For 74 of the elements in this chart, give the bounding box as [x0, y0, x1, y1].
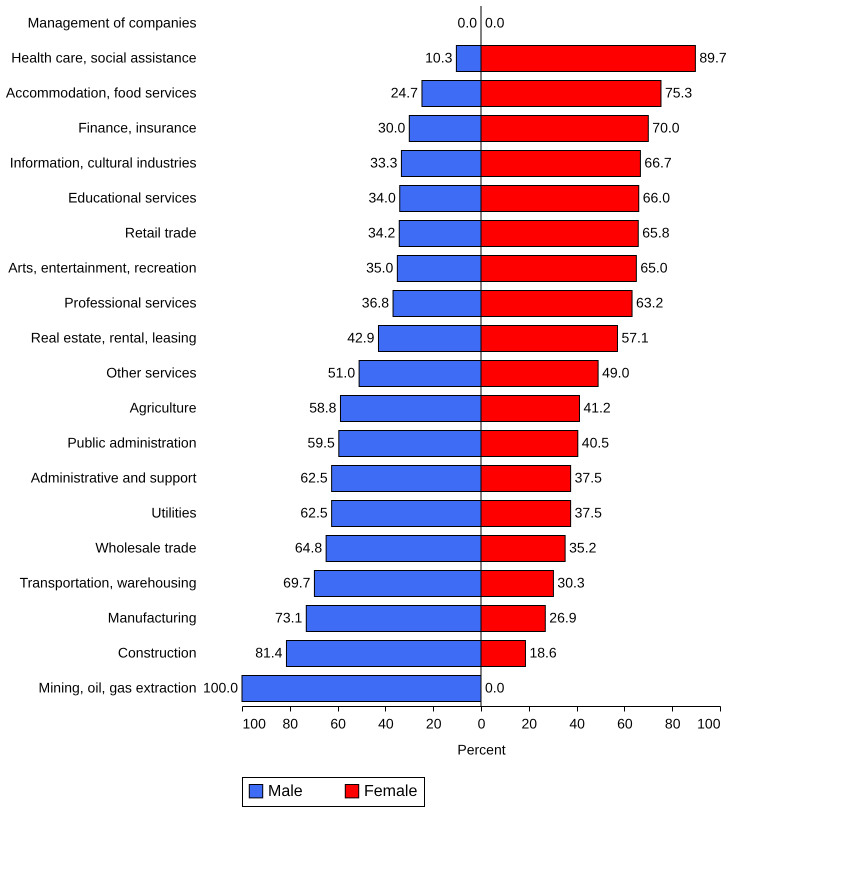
data-label: 42.9 [347, 330, 375, 346]
y-tick-label: Accommodation, food services [6, 84, 196, 100]
data-label: 0.0 [485, 680, 505, 696]
data-label: 58.8 [309, 400, 337, 416]
y-tick-label: Information, cultural industries [10, 154, 196, 170]
x-tick-label: 60 [330, 716, 346, 732]
x-axis-title: Percent [457, 742, 506, 758]
x-tick-label: 40 [378, 716, 394, 732]
data-label: 63.2 [636, 294, 664, 310]
data-label: 34.0 [368, 190, 396, 206]
data-label: 89.7 [699, 50, 727, 66]
y-tick-label: Retail trade [124, 224, 197, 240]
y-tick-label: Educational services [68, 190, 196, 206]
data-label: 37.5 [574, 470, 602, 486]
data-label: 75.3 [664, 84, 692, 100]
data-label: 73.1 [275, 610, 303, 626]
data-label: 10.3 [425, 50, 453, 66]
data-label: 40.5 [582, 434, 610, 450]
y-tick-label: Construction [118, 644, 196, 660]
data-label: 0.0 [485, 14, 505, 30]
x-tick-label: 20 [426, 716, 442, 732]
legend-label: Male [268, 783, 303, 800]
data-label: 100.0 [202, 680, 238, 696]
y-tick-label: Wholesale trade [95, 540, 197, 556]
y-tick-label: Agriculture [130, 400, 197, 416]
data-label: 70.0 [652, 120, 680, 136]
x-tick-label: 20 [522, 716, 538, 732]
y-tick-label: Mining, oil, gas extraction [38, 680, 196, 696]
data-label: 36.8 [362, 294, 390, 310]
data-label: 64.8 [294, 540, 322, 556]
data-label: 34.2 [368, 224, 396, 240]
data-label: 65.8 [642, 224, 670, 240]
data-label: 41.2 [583, 400, 611, 416]
y-tick-label: Utilities [151, 504, 196, 520]
legend-label: Female [364, 783, 418, 800]
y-tick-label: Other services [106, 364, 196, 380]
data-label: 66.0 [642, 190, 670, 206]
data-label: 26.9 [549, 610, 577, 626]
y-tick-label: Public administration [67, 434, 196, 450]
data-label: 24.7 [390, 84, 418, 100]
y-tick-label: Finance, insurance [78, 120, 197, 136]
y-tick-label: Management of companies [28, 14, 196, 30]
y-tick-label: Manufacturing [108, 610, 196, 626]
y-tick-label: Health care, social assistance [11, 50, 197, 66]
data-label: 33.3 [370, 154, 398, 170]
data-label: 37.5 [574, 504, 602, 520]
data-label: 35.2 [569, 540, 597, 556]
data-label: 49.0 [602, 364, 630, 380]
data-label: 66.7 [644, 154, 672, 170]
x-tick-label: 100 [242, 716, 266, 732]
x-tick-label: 80 [664, 716, 681, 732]
y-tick-label: Administrative and support [30, 470, 197, 486]
data-label: 18.6 [529, 644, 557, 660]
y-tick-label: Transportation, warehousing [20, 574, 196, 590]
x-tick-label: 40 [569, 716, 586, 732]
data-label: 30.0 [378, 120, 406, 136]
data-label: 30.3 [557, 574, 585, 590]
y-tick-label: Professional services [64, 294, 196, 310]
data-label: 57.1 [621, 330, 649, 346]
y-tick-label: Real estate, rental, leasing [30, 330, 196, 346]
data-label: 35.0 [366, 260, 394, 276]
data-label: 69.7 [283, 574, 311, 590]
data-label: 81.4 [255, 644, 283, 660]
data-label: 65.0 [640, 260, 668, 276]
data-label: 51.0 [328, 364, 356, 380]
data-label: 59.5 [308, 434, 336, 450]
data-label: 62.5 [300, 504, 328, 520]
data-label: 62.5 [300, 470, 328, 486]
x-tick-label: 0 [478, 716, 486, 732]
x-tick-label: 100 [697, 716, 721, 732]
data-label: 0.0 [458, 14, 478, 30]
x-tick-label: 60 [617, 716, 633, 732]
x-tick-label: 80 [282, 716, 298, 732]
y-tick-label: Arts, entertainment, recreation [8, 260, 196, 276]
